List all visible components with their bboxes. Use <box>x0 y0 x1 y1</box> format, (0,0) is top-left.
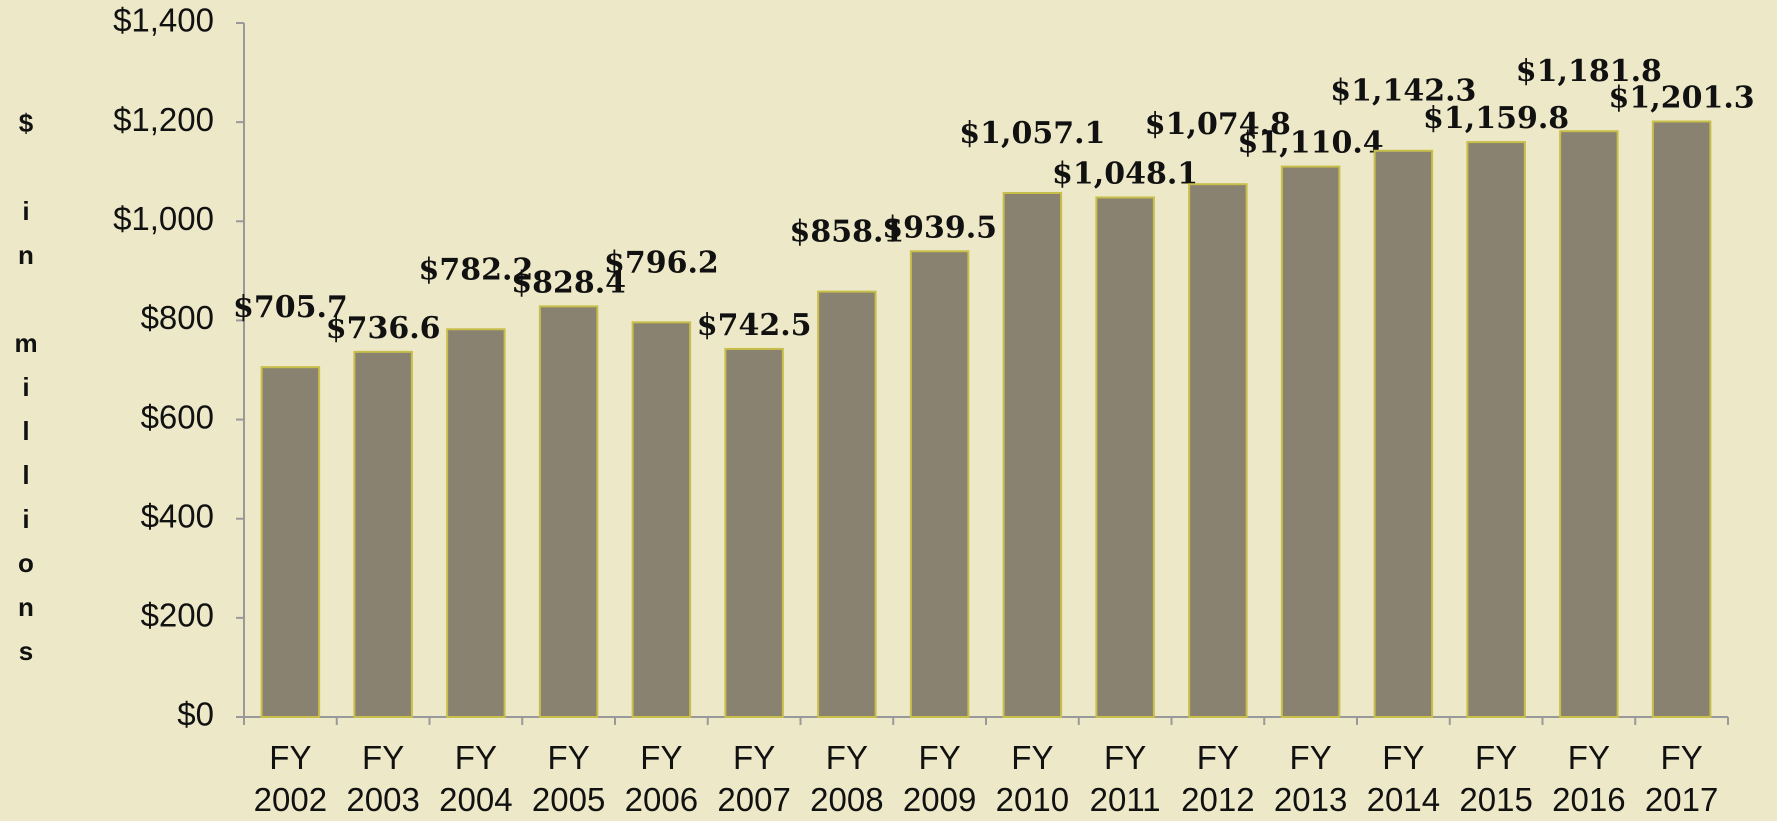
x-tick-label: FY 2012 <box>1181 739 1255 818</box>
bar <box>1651 120 1712 719</box>
data-label: $782.2 <box>418 252 533 287</box>
x-tick-label: FY 2003 <box>346 739 420 818</box>
bar <box>724 347 784 718</box>
bar <box>1559 130 1619 718</box>
y-tick-label: $0 <box>177 696 214 733</box>
data-label: $1,048.1 <box>1052 156 1198 191</box>
y-axis-label: $ in millions <box>11 108 41 680</box>
y-tick-label: $800 <box>141 299 214 336</box>
x-tick-label: FY 2004 <box>439 739 513 818</box>
data-label: $705.7 <box>233 290 348 325</box>
y-tick-label: $1,200 <box>113 101 214 138</box>
bar <box>1002 191 1063 719</box>
bar <box>538 305 599 718</box>
data-label: $742.5 <box>697 308 812 343</box>
bar <box>909 250 970 718</box>
x-tick-label: FY 2002 <box>253 739 328 818</box>
data-label: $939.5 <box>882 210 997 245</box>
x-tick-label: FY 2014 <box>1366 739 1441 818</box>
x-tick-label: FY 2009 <box>902 739 977 818</box>
y-tick-label: $1,400 <box>113 2 214 39</box>
data-label: $736.6 <box>326 311 441 346</box>
data-label: $1,181.8 <box>1516 54 1662 89</box>
x-tick-label: FY 2008 <box>810 739 884 818</box>
x-tick-label: FY 2006 <box>624 739 699 818</box>
y-tick-label: $1,000 <box>113 200 214 237</box>
bar <box>260 366 321 718</box>
bar <box>1188 183 1248 718</box>
x-tick-label: FY 2016 <box>1552 739 1626 818</box>
bar <box>1280 165 1341 719</box>
bar <box>1095 196 1155 719</box>
bar <box>353 350 413 718</box>
data-label: $858.1 <box>789 215 904 250</box>
data-label: $796.2 <box>604 245 719 280</box>
bar <box>1373 149 1434 719</box>
data-label: $1,074.8 <box>1145 107 1291 142</box>
x-tick-label: FY 2015 <box>1459 739 1533 818</box>
x-tick-label: FY 2010 <box>995 739 1070 818</box>
data-label: $828.4 <box>511 265 626 300</box>
bar <box>446 328 506 718</box>
x-tick-label: FY 2005 <box>531 739 606 818</box>
data-label: $1,201.3 <box>1609 80 1755 115</box>
bar <box>631 321 692 718</box>
x-tick-label: FY 2011 <box>1089 739 1161 818</box>
data-label: $1,159.8 <box>1423 101 1569 136</box>
data-label: $1,057.1 <box>959 116 1105 151</box>
data-label: $1,142.3 <box>1330 74 1476 109</box>
x-tick-label: FY 2013 <box>1273 739 1348 818</box>
bar <box>817 290 877 718</box>
y-tick-label: $200 <box>141 597 214 634</box>
y-tick-label: $400 <box>141 497 214 534</box>
data-label: $1,110.4 <box>1238 126 1384 161</box>
bar <box>1466 141 1526 719</box>
x-tick-label: FY 2007 <box>717 739 791 818</box>
y-tick-label: $600 <box>141 398 214 435</box>
x-tick-label: FY 2017 <box>1644 739 1719 818</box>
